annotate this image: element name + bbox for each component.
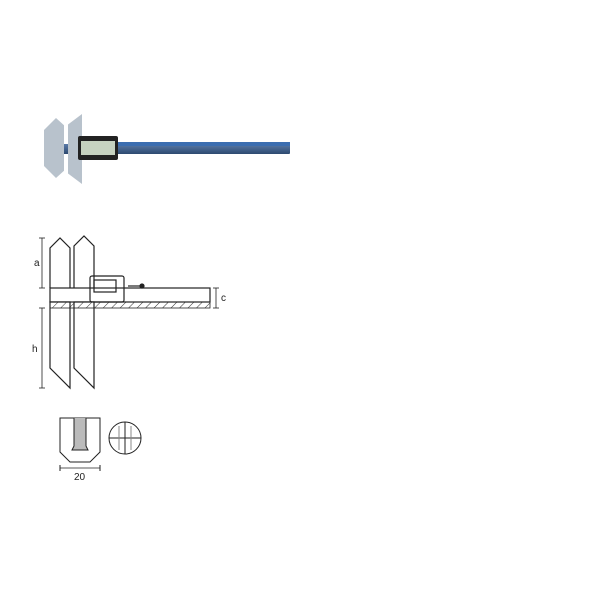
product-photo-area <box>30 90 310 210</box>
diagram-svg: a c h <box>30 228 230 488</box>
caliper-lcd-readout <box>81 141 115 155</box>
caliper-illustration <box>40 108 300 188</box>
dim-jaw-width: 20 <box>74 472 86 483</box>
spec-table-area <box>230 216 570 496</box>
dim-c-label: c <box>221 293 226 304</box>
bottom-row: a c h <box>30 216 570 496</box>
caliper-fixed-jaw <box>44 118 64 178</box>
product-spec-card: a c h <box>30 90 570 510</box>
dim-a-label: a <box>34 258 40 269</box>
feature-list <box>310 90 570 210</box>
caliper-display-housing <box>78 136 118 160</box>
dimension-diagram: a c h <box>30 216 230 496</box>
top-row <box>30 90 570 210</box>
dim-h-label: h <box>32 344 38 355</box>
